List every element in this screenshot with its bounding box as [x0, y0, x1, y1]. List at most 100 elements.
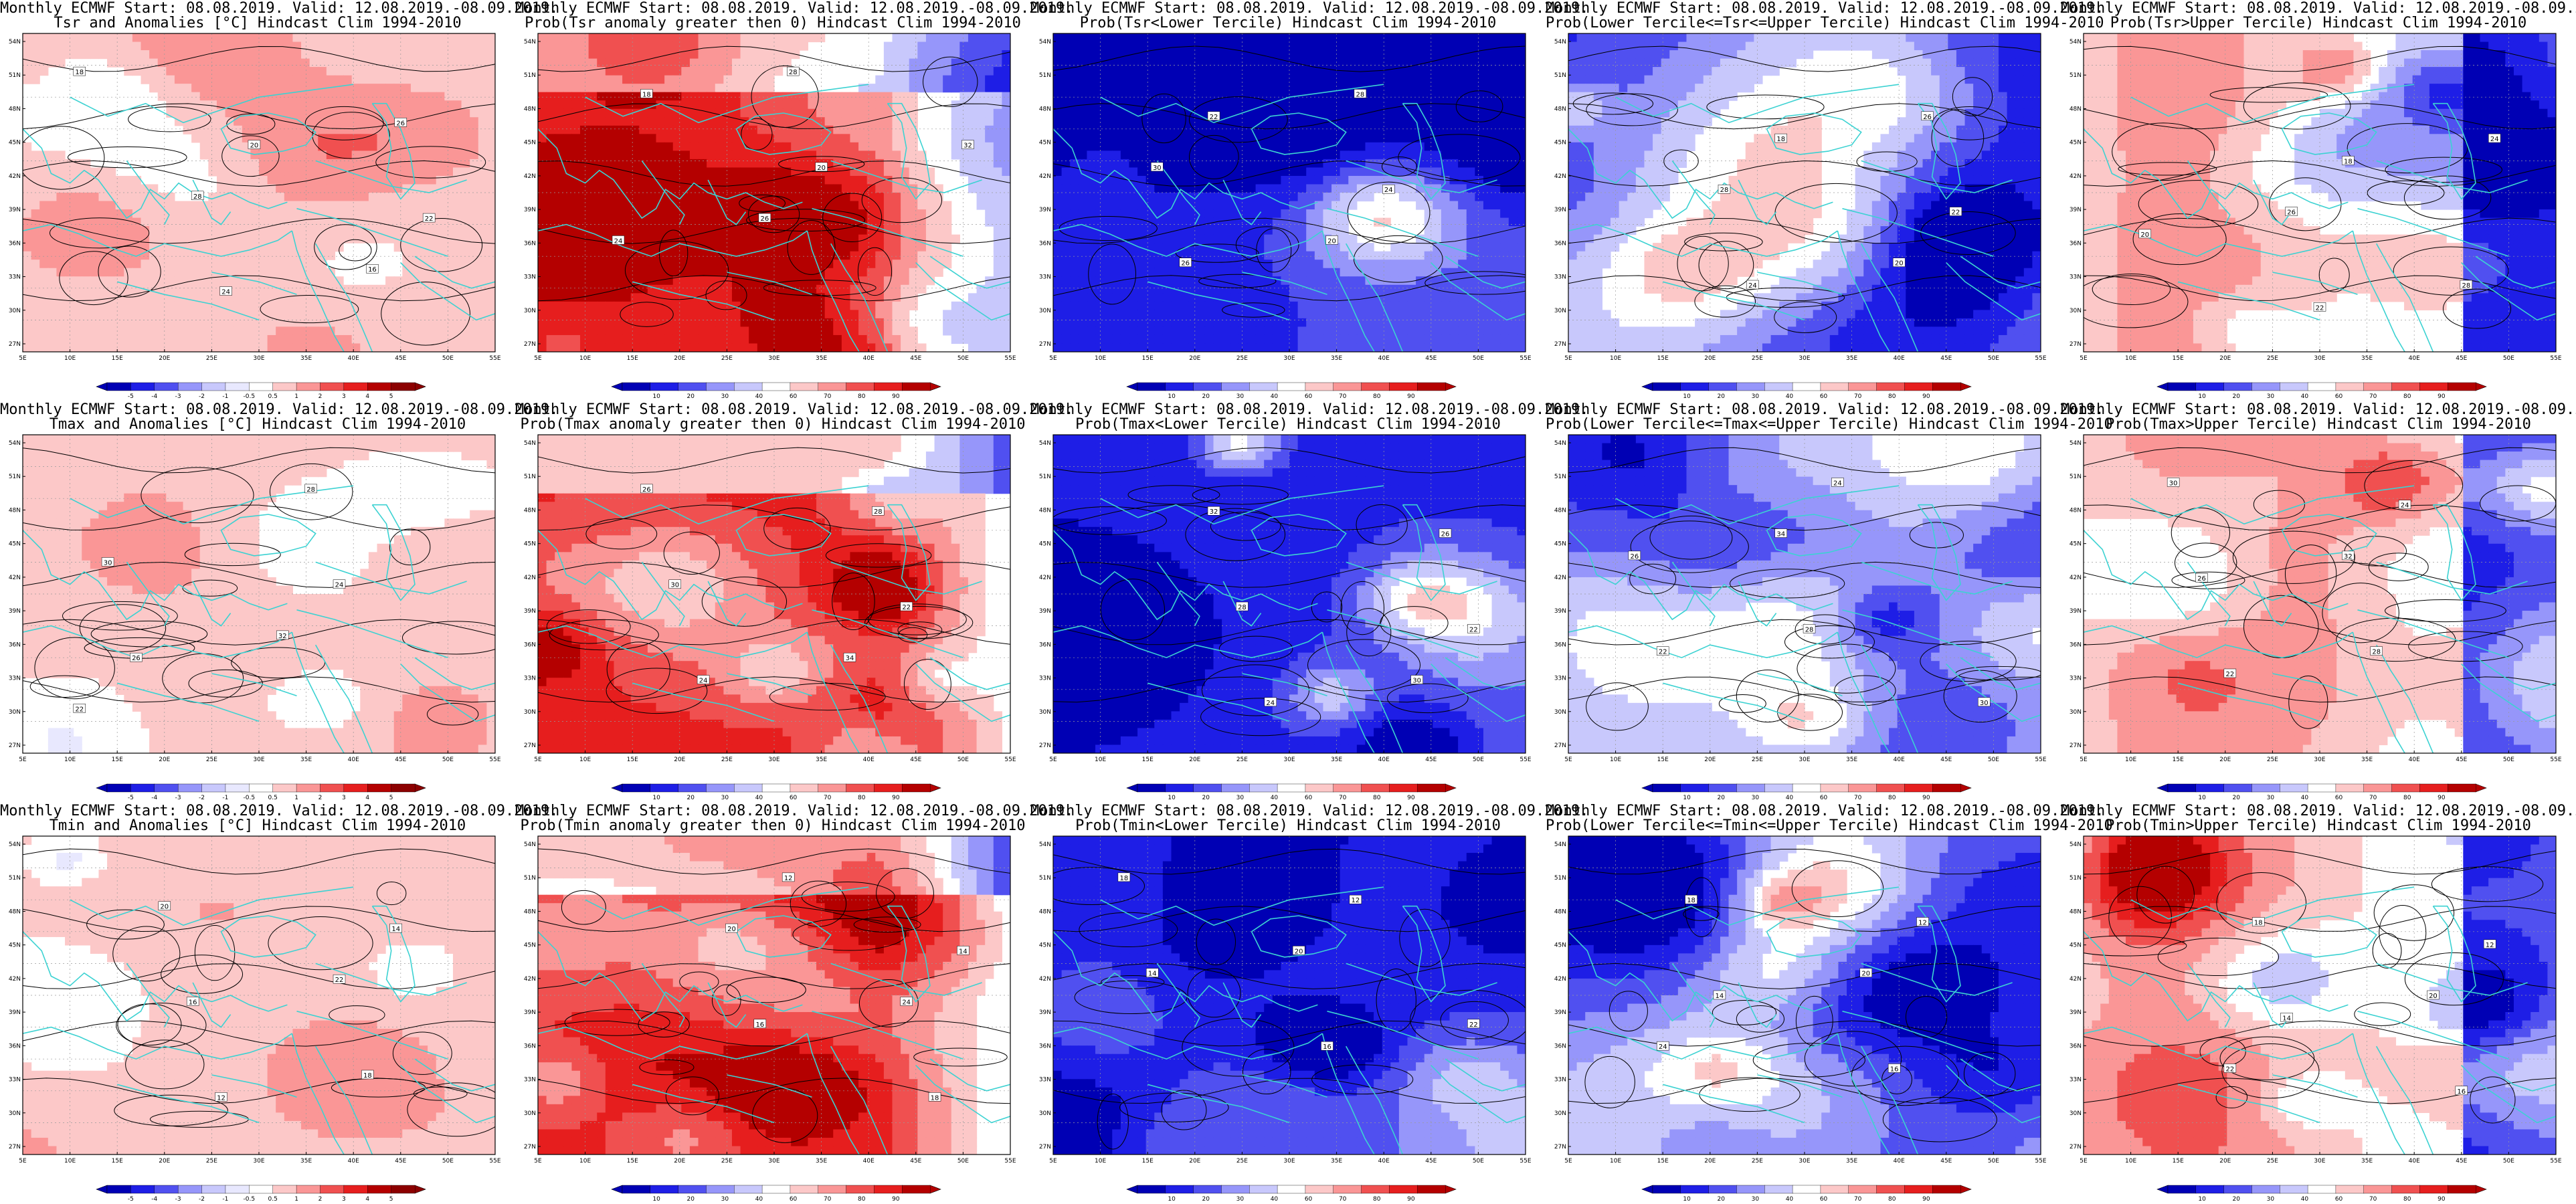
contour-label: 32: [278, 633, 287, 640]
lon-tick-label: 45E: [1940, 757, 1952, 763]
lon-tick-label: 55E: [2035, 757, 2046, 763]
temperature-contours: [538, 45, 1010, 327]
lon-tick-label: 45E: [2456, 757, 2467, 763]
colorbar-level-label: 60: [790, 1196, 798, 1203]
lon-tick-label: 40E: [348, 757, 359, 763]
lon-tick-label: 15E: [1142, 1158, 1154, 1165]
lon-tick-label: 55E: [2550, 1158, 2561, 1165]
colorbar-level-label: 3: [342, 1196, 346, 1203]
lon-tick-label: 35E: [2361, 757, 2373, 763]
lat-tick-label: 42N: [1554, 976, 1566, 983]
lat-tick-label: 30N: [524, 709, 536, 716]
coastlines: [538, 886, 1010, 1155]
panel-title-line-1: Monthly ECMWF Start: 08.08.2019. Valid: …: [1546, 403, 2104, 417]
colorbar-level-label: 10: [1168, 1196, 1176, 1203]
lon-tick-label: 35E: [300, 355, 312, 362]
colorbar-level-label: 20: [2232, 393, 2240, 400]
contour-label: 18: [363, 1072, 372, 1080]
lat-tick-label: 51N: [524, 474, 536, 480]
temperature-contours: [23, 447, 495, 726]
lat-tick-label: 30N: [1554, 1110, 1566, 1117]
colorbar-level-label: 40: [755, 1196, 763, 1203]
lat-tick-label: 42N: [1039, 173, 1051, 180]
contour-label: 20: [1895, 260, 1904, 268]
lat-tick-label: 42N: [1554, 173, 1566, 180]
lon-tick-label: 35E: [1846, 757, 1857, 763]
colorbar: 10 20 30 40 60 70 80 90: [611, 783, 941, 801]
contour-label: 22: [2225, 1066, 2234, 1073]
lon-tick-label: 5E: [1564, 757, 1572, 763]
contour-label: 30: [1980, 700, 1989, 707]
colorbar-level-label: 1: [294, 393, 298, 400]
panel-title-line-1: Monthly ECMWF Start: 08.08.2019. Valid: …: [1030, 804, 1588, 819]
contour-label: 18: [931, 1094, 939, 1102]
lat-tick-label: 45N: [2069, 140, 2082, 146]
coastlines: [23, 886, 495, 1155]
panel-title-line-1: Monthly ECMWF Start: 08.08.2019. Valid: …: [1546, 1, 2104, 16]
contour-label: 20: [817, 165, 826, 172]
lat-tick-label: 54N: [1554, 841, 1566, 848]
temperature-contours: [2084, 848, 2556, 1124]
lat-tick-label: 27N: [9, 1144, 21, 1150]
contour-label: 22: [425, 215, 434, 223]
colorbar-level-label: -3: [175, 1196, 181, 1203]
lat-tick-label: 45N: [524, 942, 536, 949]
colorbar-level-label: 40: [1271, 1196, 1279, 1203]
lon-tick-label: 10E: [64, 1158, 76, 1165]
colorbar-level-label: 60: [1305, 795, 1313, 801]
coastlines: [538, 84, 1010, 352]
lon-tick-label: 40E: [2409, 1158, 2420, 1165]
lon-tick-label: 25E: [2267, 1158, 2278, 1165]
colorbar-level-label: 80: [1888, 795, 1896, 801]
colorbar-level-label: 40: [2301, 795, 2309, 801]
coastlines: [23, 485, 495, 753]
map-canvas: 12 14 16 18 20 22 54N 51N 48N 45N 42N 39N 36N 33N 30N 2…: [1039, 835, 1532, 1203]
shaded-field: 18 20 22 24 26 28: [2084, 33, 2556, 352]
lat-tick-label: 54N: [9, 39, 21, 45]
forecast-panel-tmax-plow: Monthly ECMWF Start: 08.08.2019. Valid: …: [1030, 401, 1588, 803]
lon-tick-label: 10E: [579, 1158, 591, 1165]
lon-tick-label: 50E: [957, 355, 969, 362]
colorbar-level-label: 60: [790, 795, 798, 801]
lat-tick-label: 48N: [1039, 106, 1051, 112]
contour-label: 24: [335, 582, 344, 589]
lat-tick-label: 33N: [1039, 274, 1051, 281]
lon-tick-label: 30E: [2314, 355, 2325, 362]
contour-label: 28: [306, 486, 315, 494]
contour-label: 14: [959, 948, 968, 955]
lat-tick-label: 27N: [524, 1144, 536, 1150]
map-canvas: 1820222426281654N51N48N45N42N39N36N33N30…: [9, 33, 501, 400]
lat-tick-label: 39N: [1554, 207, 1566, 213]
contour-label: 12: [1351, 897, 1360, 904]
lon-tick-label: 20E: [1189, 1158, 1200, 1165]
contour-label: 30: [1412, 678, 1421, 685]
contour-label: 26: [396, 120, 405, 127]
colorbar-level-label: 20: [2232, 795, 2240, 801]
lon-tick-label: 10E: [64, 757, 76, 763]
contour-label: 12: [217, 1094, 225, 1102]
lon-tick-label: 15E: [112, 757, 123, 763]
lon-tick-label: 15E: [1657, 757, 1669, 763]
lat-tick-label: 27N: [1039, 742, 1051, 749]
colorbar-level-label: 4: [365, 1196, 369, 1203]
lat-tick-label: 33N: [2069, 1077, 2082, 1084]
lon-tick-label: 50E: [2503, 1158, 2514, 1165]
lat-tick-label: 39N: [9, 1009, 21, 1016]
shaded-field: 18 20 22 24 26 28 16: [23, 33, 495, 352]
forecast-panel-tmin-pup: Monthly ECMWF Start: 08.08.2019. Valid: …: [2061, 803, 2576, 1204]
contour-label: 26: [642, 486, 651, 494]
lat-tick-label: 33N: [1554, 1077, 1566, 1084]
lon-tick-label: 55E: [2035, 355, 2046, 362]
colorbar-level-label: 80: [858, 795, 866, 801]
lon-tick-label: 5E: [1049, 355, 1057, 362]
colorbar-level-label: 5: [389, 1196, 393, 1203]
lon-tick-label: 25E: [1236, 355, 1248, 362]
lon-tick-label: 5E: [1049, 757, 1057, 763]
lat-tick-label: 54N: [1039, 39, 1051, 45]
lat-tick-label: 36N: [1554, 641, 1566, 648]
colorbar-level-label: 40: [2301, 393, 2309, 400]
lon-tick-label: 40E: [1894, 1158, 1905, 1165]
contour-label: 16: [755, 1021, 764, 1029]
contour-label: 20: [1327, 237, 1336, 245]
contour-label: 12: [1918, 920, 1927, 927]
